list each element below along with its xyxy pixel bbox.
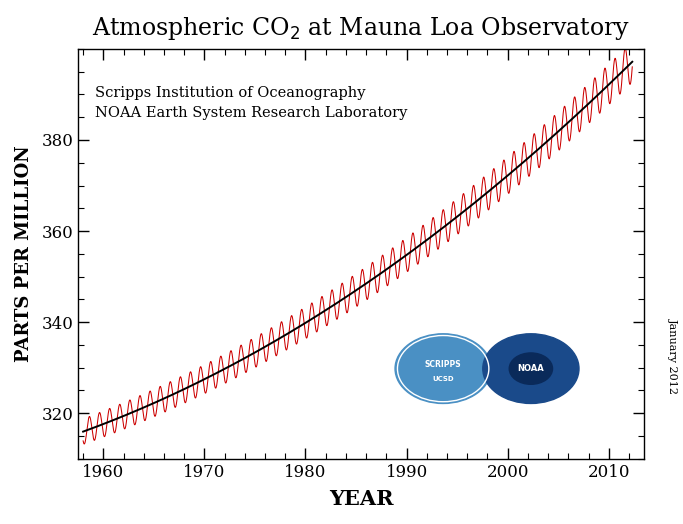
Text: Scripps Institution of Oceanography
NOAA Earth System Research Laboratory: Scripps Institution of Oceanography NOAA… bbox=[95, 86, 408, 121]
Text: SCRIPPS: SCRIPPS bbox=[425, 360, 462, 369]
Text: January 2012: January 2012 bbox=[668, 318, 678, 395]
Text: NOAA: NOAA bbox=[518, 364, 544, 373]
Text: UCSD: UCSD bbox=[432, 376, 454, 382]
Circle shape bbox=[395, 334, 491, 403]
X-axis label: YEAR: YEAR bbox=[329, 489, 393, 509]
Title: Atmospheric CO$_2$ at Mauna Loa Observatory: Atmospheric CO$_2$ at Mauna Loa Observat… bbox=[92, 15, 630, 42]
Y-axis label: PARTS PER MILLION: PARTS PER MILLION bbox=[15, 146, 33, 362]
Circle shape bbox=[510, 353, 553, 384]
Circle shape bbox=[483, 334, 579, 403]
